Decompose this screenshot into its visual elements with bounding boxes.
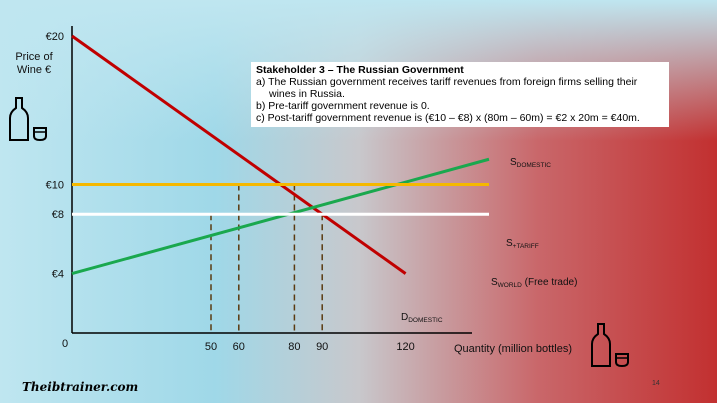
wine-bottle-glass-icon <box>9 97 47 142</box>
x-tick-label: 60 <box>233 341 245 353</box>
y-axis-label-line-1: Price of <box>15 51 53 63</box>
note-item-a: a) The Russian government receives tarif… <box>256 76 638 100</box>
y-tick-label: €10 <box>46 180 64 192</box>
stakeholder-note: Stakeholder 3 – The Russian Government a… <box>251 62 669 127</box>
series-label-supply_domestic: SDOMESTIC <box>510 157 551 169</box>
y-tick-label: €4 <box>52 269 64 281</box>
series-label-world: SWORLD (Free trade) <box>491 277 577 289</box>
brand-logo: Theibtrainer.com <box>22 380 139 394</box>
page-number: 14 <box>652 380 660 387</box>
y-tick-label: €20 <box>46 31 64 43</box>
x-tick-label: 80 <box>288 341 300 353</box>
series-line-demand <box>71 34 407 275</box>
x-tick-label: 50 <box>205 341 217 353</box>
y-axis-label: Price of Wine € <box>10 51 58 77</box>
series-line-supply_domestic <box>71 157 490 276</box>
origin-label: 0 <box>62 338 68 350</box>
series-label-world_tariff: S+TARIFF <box>506 238 539 250</box>
note-item-b: b) Pre-tariff government revenue is 0. <box>256 100 430 112</box>
wine-bottle-glass-icon <box>591 323 629 368</box>
x-axis-label: Quantity (million bottles) <box>454 343 572 355</box>
note-item-c: c) Post-tariff government revenue is (€1… <box>256 112 640 124</box>
note-title: Stakeholder 3 – The Russian Government <box>256 64 464 76</box>
y-tick-label: €8 <box>52 209 64 221</box>
x-tick-label: 90 <box>316 341 328 353</box>
y-axis-label-line-2: Wine € <box>16 64 52 76</box>
series-label-demand: DDOMESTIC <box>401 312 443 324</box>
x-tick-label: 120 <box>396 341 414 353</box>
